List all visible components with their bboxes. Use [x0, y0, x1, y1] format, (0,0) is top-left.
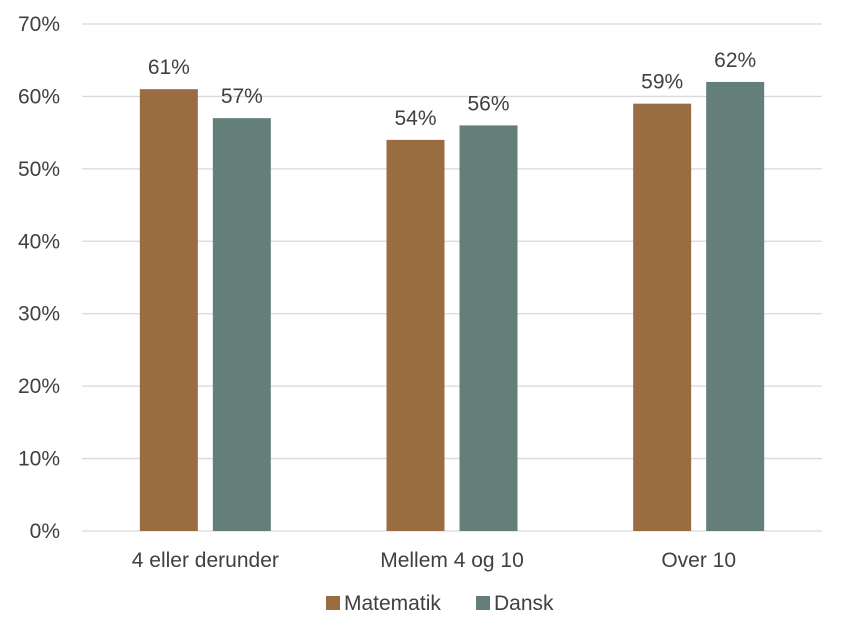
data-label-matematik-3: 59%: [641, 71, 683, 94]
data-labels: 61% 57% 54% 56% 59% 62%: [148, 49, 756, 130]
data-label-dansk-3: 62%: [714, 49, 756, 72]
y-tick-label: 50%: [18, 158, 60, 181]
data-label-matematik-1: 61%: [148, 56, 190, 79]
bar-dansk-2: [459, 125, 518, 532]
legend-swatch-dansk: [476, 596, 490, 610]
x-axis-category-labels: 4 eller derunder Mellem 4 og 10 Over 10: [132, 549, 736, 572]
legend-label-dansk: Dansk: [494, 592, 554, 615]
y-tick-label: 20%: [18, 375, 60, 398]
bar-dansk-1: [212, 118, 271, 532]
gridlines: [82, 23, 822, 532]
x-category-label: Over 10: [661, 549, 736, 572]
legend-label-matematik: Matematik: [344, 592, 441, 615]
data-label-matematik-2: 54%: [394, 107, 436, 130]
y-tick-label: 10%: [18, 448, 60, 471]
bar-dansk-3: [706, 81, 765, 531]
legend: Matematik Dansk: [326, 592, 554, 615]
bar-matematik-1: [139, 89, 198, 531]
data-label-dansk-2: 56%: [467, 92, 509, 115]
y-tick-label: 60%: [18, 85, 60, 108]
x-category-label: Mellem 4 og 10: [380, 549, 524, 572]
bar-matematik-2: [386, 139, 445, 531]
y-tick-label: 70%: [18, 13, 60, 36]
bar-matematik-3: [633, 103, 692, 532]
data-label-dansk-1: 57%: [221, 85, 263, 108]
x-category-label: 4 eller derunder: [132, 549, 279, 572]
y-tick-label: 0%: [30, 520, 60, 543]
y-axis-tick-labels: 0% 10% 20% 30% 40% 50% 60% 70%: [18, 13, 60, 543]
bars: [139, 81, 765, 532]
legend-swatch-matematik: [326, 596, 340, 610]
y-tick-label: 40%: [18, 230, 60, 253]
y-tick-label: 30%: [18, 303, 60, 326]
